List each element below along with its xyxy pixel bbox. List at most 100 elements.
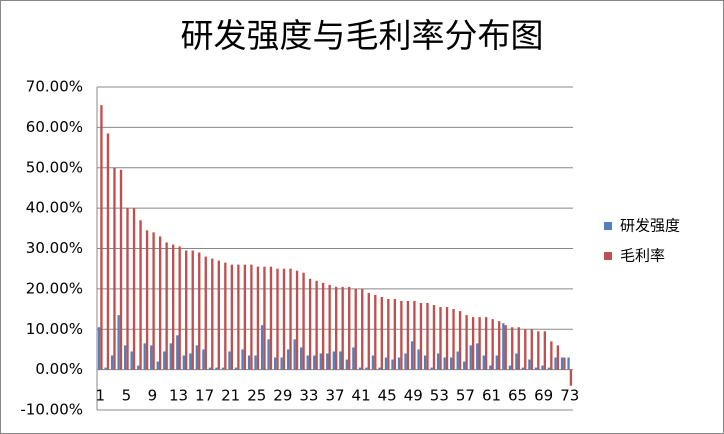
x-tick-label: 73 xyxy=(560,387,579,405)
bar xyxy=(152,232,155,370)
bar xyxy=(269,266,273,370)
bar xyxy=(387,298,390,370)
bar xyxy=(250,264,253,370)
x-tick-label: 65 xyxy=(508,387,527,405)
bar xyxy=(113,167,116,370)
bar xyxy=(521,367,525,370)
bar xyxy=(178,246,181,370)
x-tick-label: 17 xyxy=(195,387,214,405)
x-tick-label: 25 xyxy=(247,387,266,405)
bar xyxy=(432,305,436,370)
legend-label: 毛利率 xyxy=(620,247,665,265)
bar xyxy=(550,341,553,370)
x-tick-label: 61 xyxy=(482,387,501,405)
x-tick-label: 45 xyxy=(378,387,397,405)
bar xyxy=(452,309,455,370)
bar xyxy=(117,315,120,370)
bar xyxy=(489,365,492,370)
y-tick-label: 30.00% xyxy=(26,239,83,257)
bar xyxy=(554,357,557,370)
bar xyxy=(208,367,212,370)
chart-title: 研发强度与毛利率分布图 xyxy=(181,16,544,55)
bar xyxy=(478,317,481,370)
x-tick-label: 33 xyxy=(299,387,318,405)
bar xyxy=(217,260,220,370)
bar xyxy=(341,286,344,370)
bar xyxy=(313,355,316,370)
legend-label: 研发强度 xyxy=(620,217,680,235)
bar xyxy=(241,349,244,370)
y-tick-label: -10.00% xyxy=(20,401,83,419)
bar xyxy=(450,357,453,370)
bar xyxy=(295,270,299,370)
bar xyxy=(380,296,383,370)
y-tick-label: 40.00% xyxy=(26,199,83,217)
bar xyxy=(321,282,325,370)
bar xyxy=(491,319,494,370)
bar xyxy=(374,294,377,370)
bar xyxy=(267,339,270,370)
bar xyxy=(469,345,472,370)
bar xyxy=(176,335,179,370)
bar xyxy=(300,347,303,370)
bar xyxy=(137,365,140,370)
bar xyxy=(458,311,462,370)
bar xyxy=(339,351,342,370)
bar xyxy=(563,357,566,370)
x-tick-label: 57 xyxy=(456,387,475,405)
y-tick-label: 20.00% xyxy=(26,279,83,297)
bar xyxy=(378,367,381,370)
x-tick-label: 1 xyxy=(95,387,105,405)
bar xyxy=(482,355,485,370)
bar xyxy=(319,353,322,370)
bar xyxy=(498,321,501,370)
bar xyxy=(254,355,257,370)
bar xyxy=(130,351,133,370)
bar xyxy=(221,367,225,370)
bar xyxy=(185,250,188,370)
bar xyxy=(119,169,123,370)
bar xyxy=(367,292,370,370)
bar xyxy=(439,307,442,370)
bar xyxy=(543,331,547,370)
legend-swatch xyxy=(604,252,612,260)
bar xyxy=(328,284,331,370)
bar xyxy=(517,327,520,370)
bar xyxy=(443,357,446,370)
bar xyxy=(106,133,110,370)
bar xyxy=(556,345,560,370)
bar xyxy=(100,105,103,370)
legend-swatch xyxy=(604,222,612,230)
x-tick-label: 29 xyxy=(273,387,292,405)
bar xyxy=(163,351,166,370)
bar xyxy=(306,355,309,370)
bar xyxy=(502,323,505,370)
bar xyxy=(528,359,531,370)
bar xyxy=(397,357,401,370)
bar xyxy=(276,268,279,370)
bar xyxy=(365,367,368,370)
x-tick-label: 5 xyxy=(122,387,132,405)
bar xyxy=(280,357,283,370)
x-tick-label: 49 xyxy=(404,387,423,405)
bar xyxy=(293,339,296,370)
bar xyxy=(406,300,410,370)
y-tick-label: 0.00% xyxy=(35,360,83,378)
bar xyxy=(143,343,146,370)
bar xyxy=(132,208,136,370)
bar xyxy=(371,355,375,370)
bar xyxy=(511,327,514,370)
x-tick-label: 37 xyxy=(325,387,344,405)
bar xyxy=(524,329,527,370)
y-tick-label: 60.00% xyxy=(26,118,83,136)
bar xyxy=(484,317,488,370)
x-tick-label: 69 xyxy=(534,387,553,405)
bar xyxy=(430,367,433,370)
bar xyxy=(413,300,416,370)
bar xyxy=(456,351,459,370)
bar xyxy=(263,266,266,370)
bar xyxy=(476,343,479,370)
bar xyxy=(204,256,207,370)
